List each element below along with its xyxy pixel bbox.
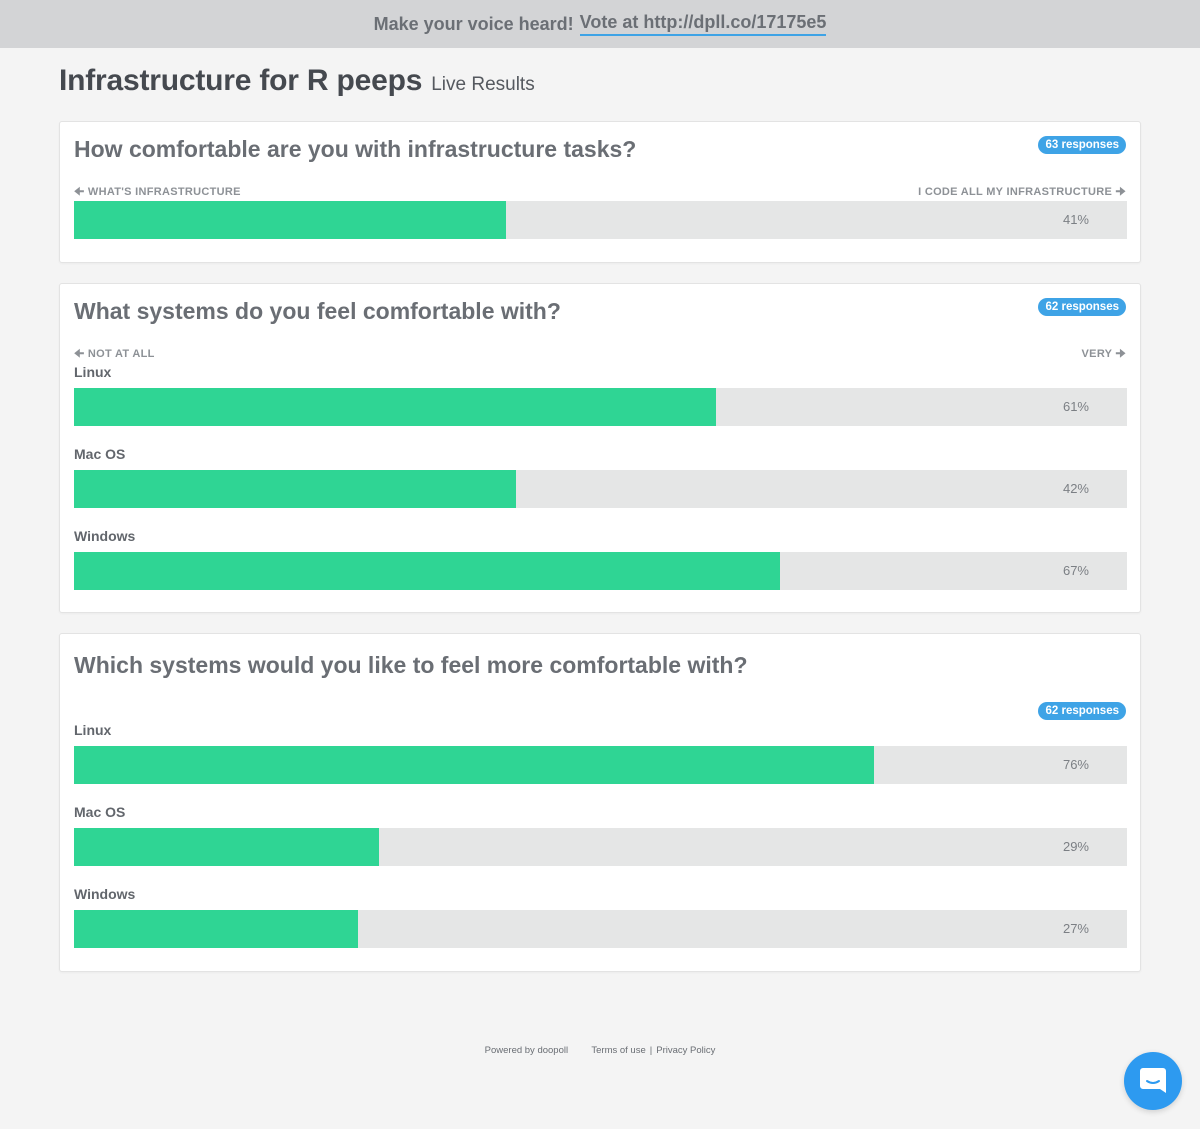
result-bar-fill (74, 910, 359, 948)
powered-by-link[interactable]: Powered by doopoll (484, 1045, 569, 1056)
scale-left-label: 🠈 WHAT'S INFRASTRUCTURE (74, 186, 241, 198)
result-percent: 27% (1062, 921, 1089, 936)
responses-badge: 62 responses (1038, 298, 1126, 316)
scale-labels: 🠈 NOT AT ALL VERY 🠊 (74, 345, 1126, 360)
poll-question: How comfortable are you with infrastruct… (74, 136, 637, 162)
arrow-right-icon: 🠊 (1115, 186, 1126, 198)
poll-card-more-comfortable-systems: Which systems would you like to feel mor… (59, 633, 1141, 972)
scale-right-label: I CODE ALL MY INFRASTRUCTURE 🠊 (918, 186, 1126, 198)
result-percent: 29% (1062, 839, 1089, 854)
result-bar-macos: 42% (74, 470, 1127, 508)
poll-card-comfortable-systems: What systems do you feel comfortable wit… (59, 283, 1141, 613)
poll-card-infrastructure-tasks: How comfortable are you with infrastruct… (59, 121, 1141, 263)
privacy-link[interactable]: Privacy Policy (656, 1045, 716, 1056)
scale-labels: 🠈 WHAT'S INFRASTRUCTURE I CODE ALL MY IN… (74, 183, 1126, 198)
banner-text: Make your voice heard! (373, 13, 574, 34)
result-percent: 42% (1062, 481, 1089, 496)
result-bar-linux: 76% (74, 746, 1127, 784)
result-percent: 61% (1062, 399, 1089, 414)
result-bar-windows: 27% (74, 910, 1127, 948)
result-bar-windows: 67% (74, 552, 1127, 590)
option-label-macos: Mac OS (74, 446, 126, 462)
vote-link[interactable]: Vote at http://dpll.co/17175e5 (579, 12, 827, 36)
result-bar-fill (74, 746, 875, 784)
page-title: Infrastructure for R peeps (59, 64, 423, 97)
responses-badge: 62 responses (1038, 702, 1126, 720)
arrow-left-icon: 🠈 (74, 186, 85, 198)
option-label-linux: Linux (74, 722, 112, 738)
result-percent: 41% (1062, 212, 1089, 227)
result-bar-fill (74, 388, 717, 426)
scale-right-label: VERY 🠊 (1081, 348, 1126, 360)
footer-separator: | (649, 1045, 653, 1056)
vote-banner: Make your voice heard! Vote at http://dp… (0, 0, 1200, 48)
terms-link[interactable]: Terms of use (591, 1045, 646, 1056)
arrow-left-icon: 🠈 (74, 348, 85, 360)
result-bar-fill (74, 552, 780, 590)
page-header: Infrastructure for R peeps Live Results (59, 64, 535, 98)
chat-launcher-button[interactable] (1124, 1052, 1182, 1110)
poll-question: Which systems would you like to feel mor… (74, 652, 748, 678)
arrow-right-icon: 🠊 (1115, 348, 1126, 360)
scale-left-label: 🠈 NOT AT ALL (74, 348, 155, 360)
page-subtitle: Live Results (431, 74, 535, 95)
result-percent: 76% (1062, 757, 1089, 772)
option-label-windows: Windows (74, 886, 136, 902)
result-bar-linux: 61% (74, 388, 1127, 426)
option-label-windows: Windows (74, 528, 136, 544)
result-bar-fill (74, 201, 506, 239)
result-bar: 41% (74, 201, 1127, 239)
poll-question: What systems do you feel comfortable wit… (74, 298, 561, 324)
page-footer: Powered by doopoll Terms of use | Privacy … (0, 1045, 1200, 1056)
result-percent: 67% (1062, 563, 1089, 578)
result-bar-macos: 29% (74, 828, 1127, 866)
option-label-linux: Linux (74, 364, 112, 380)
chat-bubble-icon (1140, 1068, 1166, 1093)
option-label-macos: Mac OS (74, 804, 126, 820)
responses-badge: 63 responses (1038, 136, 1126, 154)
result-bar-fill (74, 828, 380, 866)
result-bar-fill (74, 470, 517, 508)
